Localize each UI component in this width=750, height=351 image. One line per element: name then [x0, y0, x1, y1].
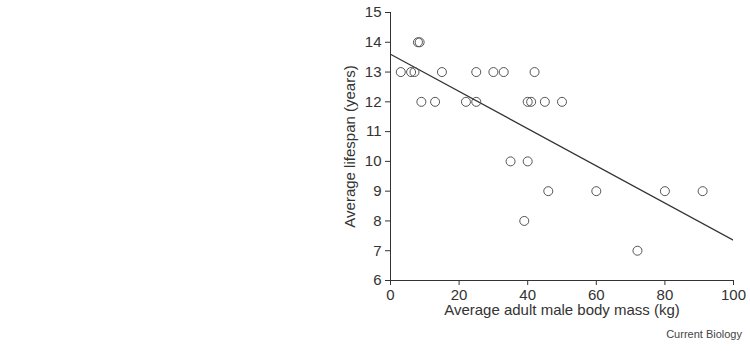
svg-text:0: 0 — [386, 286, 394, 303]
svg-text:13: 13 — [365, 63, 382, 80]
svg-text:10: 10 — [365, 152, 382, 169]
html-text:Current Biology: Current Biology — [666, 328, 742, 340]
svg-text:Average lifespan (years): Average lifespan (years) — [341, 65, 358, 227]
svg-text:12: 12 — [365, 93, 382, 110]
svg-text:11: 11 — [366, 122, 382, 139]
svg-text:100: 100 — [721, 286, 746, 303]
svg-text:14: 14 — [365, 33, 382, 50]
svg-text:Average adult male body mass (: Average adult male body mass (kg) — [444, 301, 680, 318]
svg-text:9: 9 — [373, 182, 381, 199]
svg-text:80: 80 — [656, 286, 674, 304]
svg-text:8: 8 — [373, 212, 381, 229]
svg-text:15: 15 — [365, 3, 382, 20]
svg-text:6: 6 — [373, 271, 381, 288]
svg-text:60: 60 — [588, 286, 605, 304]
svg-text:20: 20 — [450, 286, 468, 304]
svg-text:40: 40 — [519, 286, 536, 304]
svg-text:7: 7 — [373, 242, 381, 259]
